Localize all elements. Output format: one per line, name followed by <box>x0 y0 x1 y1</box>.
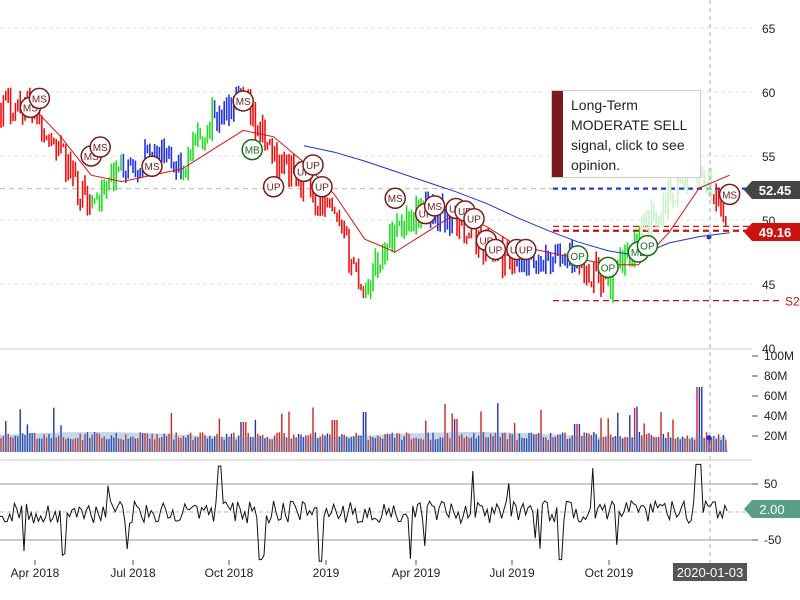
signal-marker-label: MS <box>93 143 108 154</box>
signal-marker-label: MS <box>427 202 442 213</box>
volume-tick-label: 40M <box>764 409 787 423</box>
signal-marker: MS <box>141 155 163 177</box>
price-tick-label: 40 <box>762 342 776 356</box>
signal-marker: UP <box>515 238 537 261</box>
signal-marker: MS <box>28 87 51 110</box>
signal-marker: MB <box>241 138 263 161</box>
signal-marker-label: MS <box>32 94 47 105</box>
osc-value-flag: 2.00 <box>744 500 800 518</box>
signal-marker-label: OP <box>601 263 616 274</box>
signal-marker-label: MB <box>245 146 260 157</box>
oscillator-tick-label: 50 <box>764 477 778 491</box>
signal-marker-label: UP <box>419 210 433 221</box>
signal-strength-bar <box>552 91 563 177</box>
signal-marker: UP <box>262 175 285 198</box>
signal-marker-label: UP <box>479 236 493 247</box>
signal-marker: MS <box>89 136 111 158</box>
signal-marker-circle <box>262 175 285 198</box>
signal-marker: UP <box>484 238 507 261</box>
current-price-value: 52.45 <box>759 183 792 198</box>
signal-marker: UP <box>463 207 485 230</box>
signal-marker-label: UP <box>306 161 320 172</box>
signal-marker-label: MS <box>388 194 403 205</box>
signal-marker: OP <box>636 234 659 257</box>
volume-tick-label: 60M <box>764 389 787 403</box>
signal-marker-circle <box>241 138 263 161</box>
signal-marker-circle <box>302 154 324 176</box>
volume-tick-label: 100M <box>764 349 794 363</box>
volume-tick-label: 80M <box>764 369 787 383</box>
signal-marker-label: UP <box>267 183 281 194</box>
price-tick-label: 60 <box>762 86 776 100</box>
signal-marker-circle <box>311 175 333 198</box>
signal-marker-label: MB <box>631 248 646 259</box>
current-price-flag: 52.45 <box>744 181 800 199</box>
volume-tick-label: 20M <box>764 429 787 443</box>
price-tick-label: 65 <box>762 22 776 36</box>
x-tick-label: Jul 2019 <box>489 566 535 580</box>
signal-marker-circle <box>423 195 446 217</box>
signal-marker: MS <box>423 195 446 217</box>
level-label: S2 <box>785 295 800 309</box>
signal-marker-circle <box>89 136 111 158</box>
signal-marker-circle <box>566 245 589 267</box>
current-price-flag-2: 49.16 <box>744 223 800 241</box>
signal-marker-circle <box>515 238 537 261</box>
x-tick-label: Apr 2018 <box>11 566 60 580</box>
signal-text: Long-Term MODERATE SELL signal, click to… <box>571 97 687 173</box>
price-tick-label: 45 <box>762 278 776 292</box>
signal-opinion-box[interactable]: Long-Term MODERATE SELL signal, click to… <box>551 90 701 178</box>
x-tick-label: Oct 2019 <box>585 566 634 580</box>
price-tick-label: 55 <box>762 150 776 164</box>
signal-marker: UP <box>302 154 324 176</box>
signal-marker: MS <box>384 187 406 209</box>
osc-value: 2.00 <box>759 502 784 517</box>
signal-marker: OP <box>597 256 619 279</box>
oscillator-tick-label: -50 <box>764 533 782 547</box>
signal-marker-circle <box>28 87 51 110</box>
signal-marker-label: MS <box>722 190 737 201</box>
volume-end-marker <box>706 435 712 441</box>
signal-marker: OP <box>566 245 589 267</box>
current-date: 2020-01-03 <box>677 565 744 580</box>
signal-marker-label: UP <box>315 183 329 194</box>
x-tick-label: Jul 2018 <box>110 566 156 580</box>
signal-marker-circle <box>597 256 619 279</box>
signal-marker-label: MS <box>145 162 160 173</box>
signal-marker-label: UP <box>467 215 481 226</box>
signal-marker-label: OP <box>640 242 655 253</box>
signal-marker-label: MS <box>23 103 38 114</box>
moving-average-end-marker <box>706 234 712 240</box>
signal-marker-circle <box>718 183 741 206</box>
signal-marker-circle <box>232 90 254 112</box>
x-tick-label: Apr 2019 <box>392 566 441 580</box>
signal-marker-label: UP <box>458 207 472 218</box>
signal-marker-label: MS <box>84 152 99 163</box>
signal-marker: MS <box>718 183 741 206</box>
x-tick-label: 2019 <box>313 566 340 580</box>
signal-marker-label: OP <box>570 252 585 263</box>
current-price-value-2: 49.16 <box>759 225 792 240</box>
signal-marker-circle <box>463 207 485 230</box>
volume-average-area <box>0 432 728 452</box>
current-date-flag: 2020-01-03 <box>673 563 747 581</box>
signal-marker-label: UP <box>488 245 502 256</box>
signal-marker-label: MS <box>236 97 251 108</box>
signal-marker-label: UP <box>519 245 533 256</box>
x-tick-label: Oct 2018 <box>205 566 254 580</box>
signal-marker-circle <box>141 155 163 177</box>
oscillator-line <box>0 463 728 562</box>
signal-marker-circle <box>636 234 659 257</box>
signal-marker-circle <box>484 238 507 261</box>
signal-marker: UP <box>311 175 333 198</box>
signal-marker-circle <box>384 187 406 209</box>
signal-marker-label: UP <box>297 167 311 178</box>
moving-average-long-line <box>303 145 730 257</box>
signal-marker: MS <box>232 90 254 112</box>
